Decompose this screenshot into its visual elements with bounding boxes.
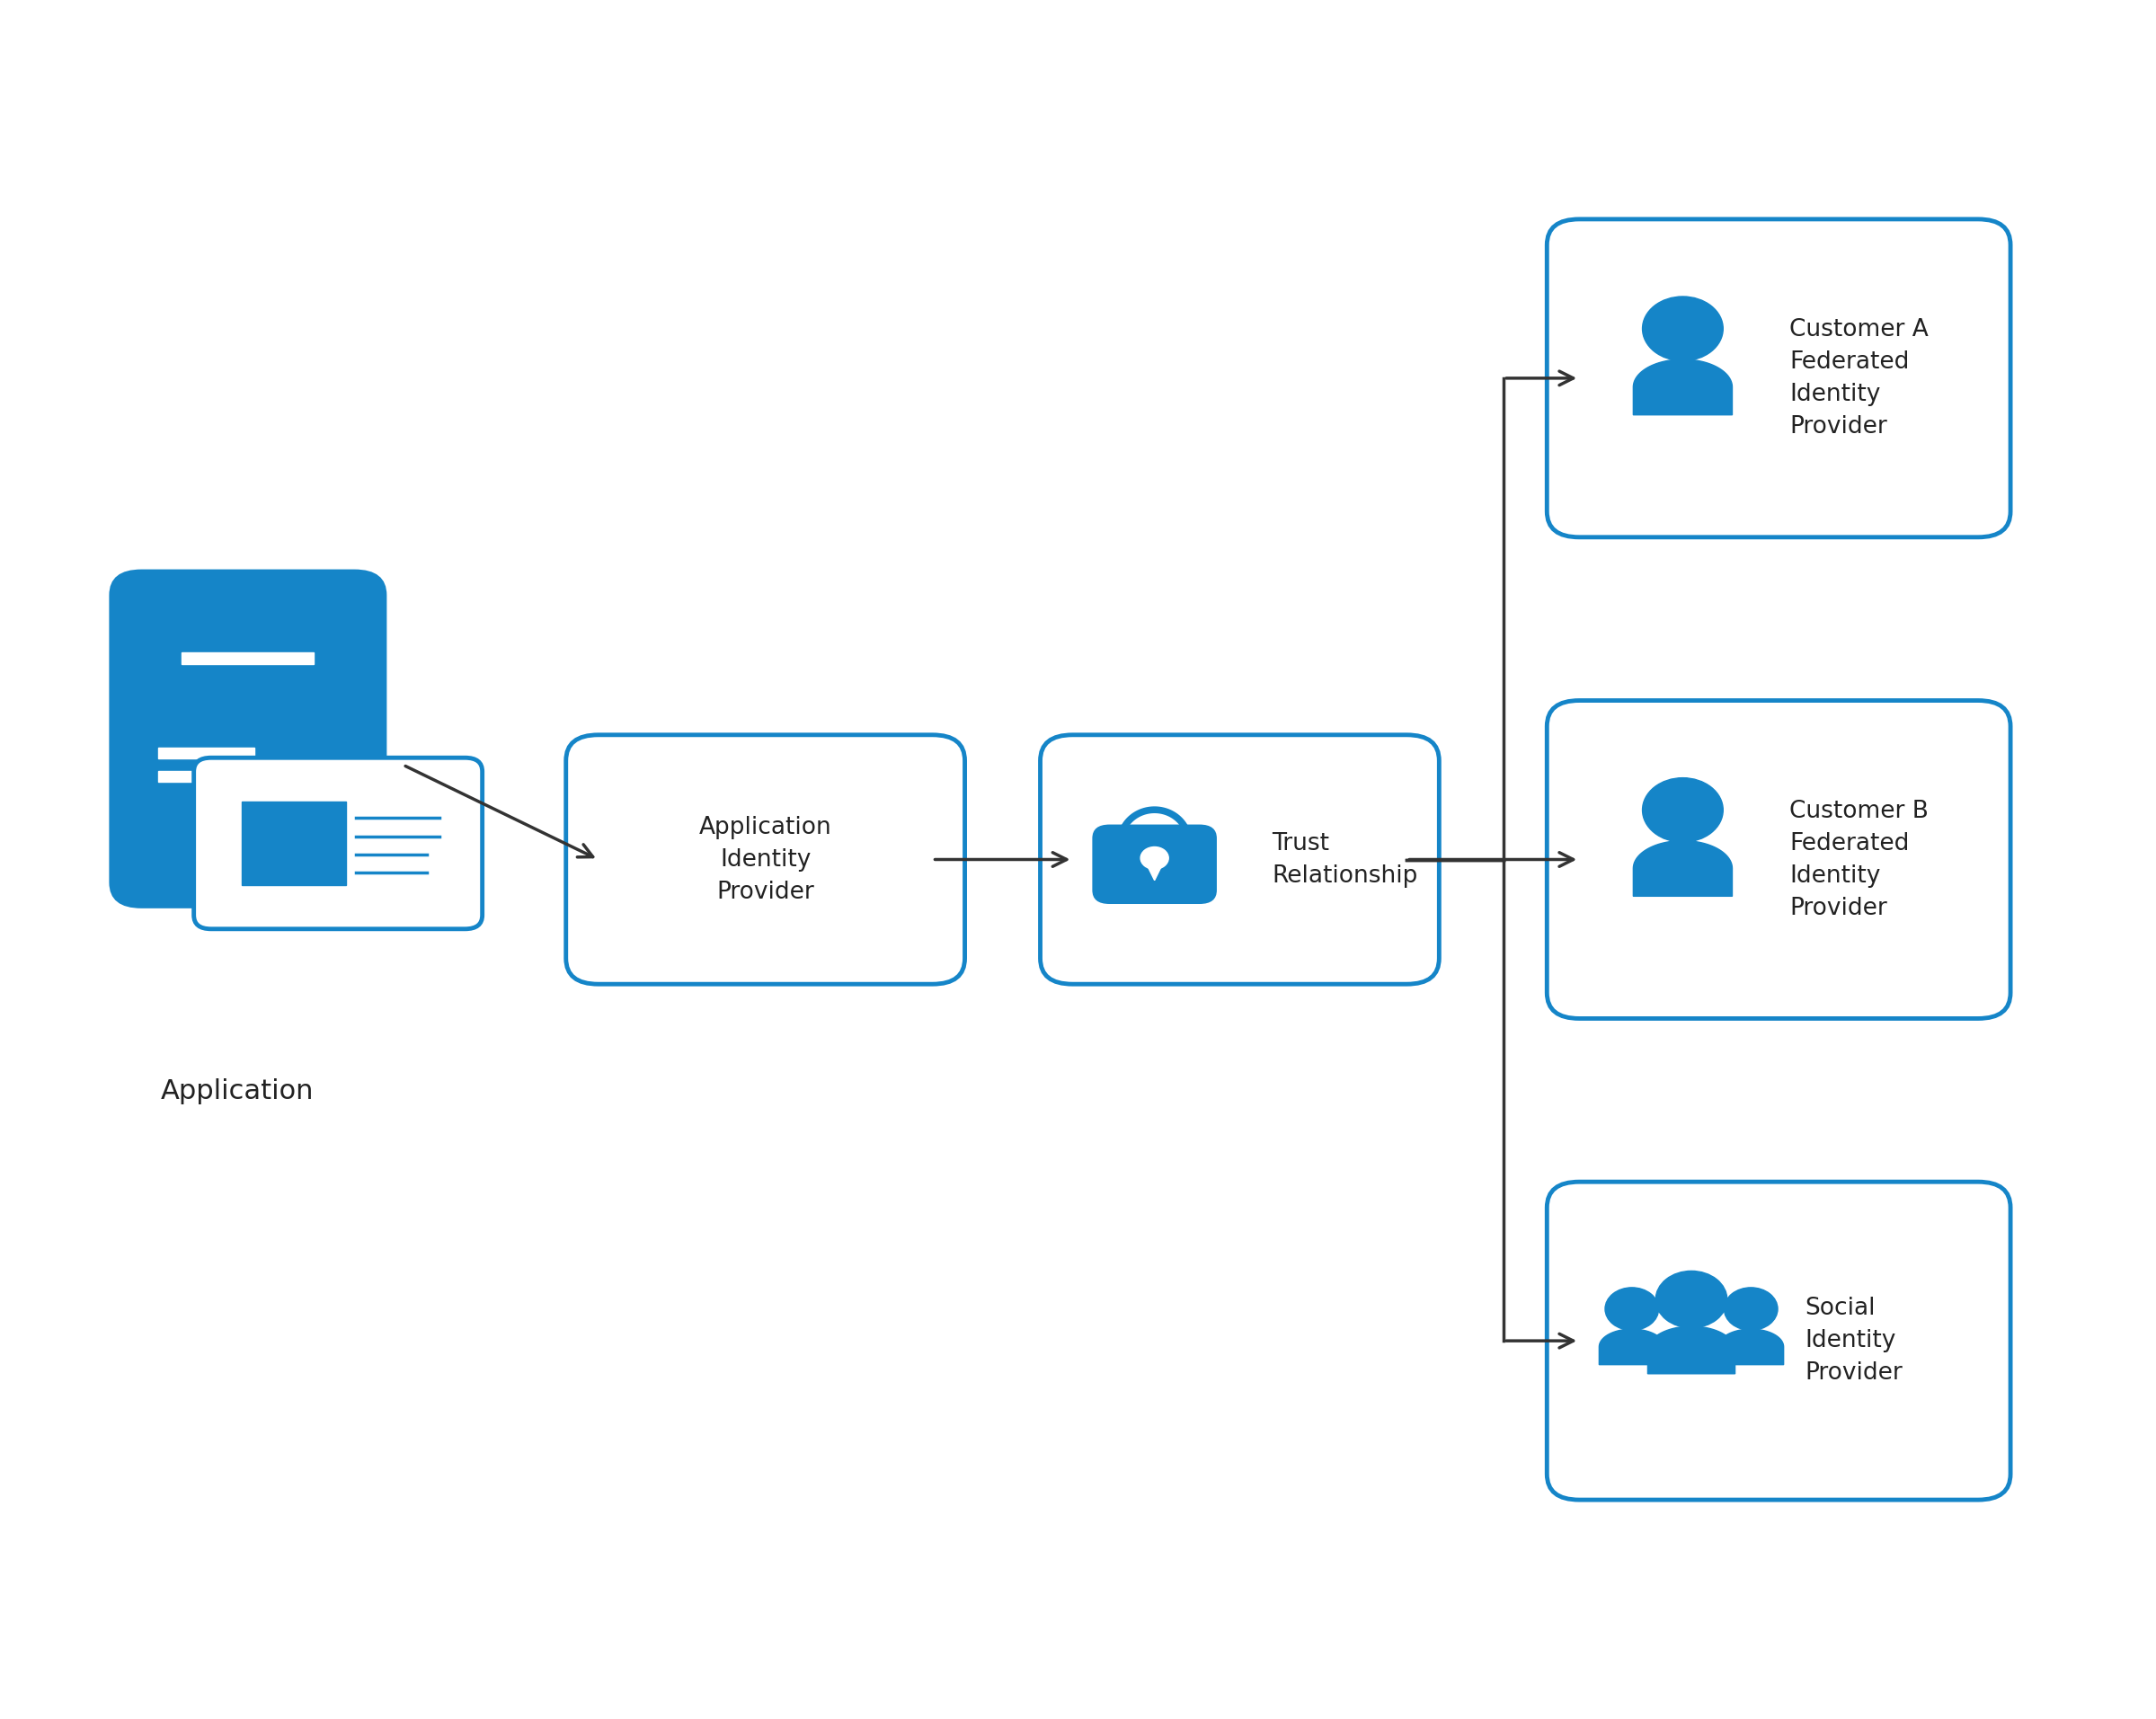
FancyBboxPatch shape: [194, 758, 483, 928]
FancyBboxPatch shape: [1039, 736, 1440, 983]
Polygon shape: [1145, 861, 1164, 880]
Bar: [181, 653, 315, 664]
Bar: [160, 748, 254, 758]
FancyBboxPatch shape: [110, 569, 386, 908]
Circle shape: [1643, 296, 1723, 361]
Polygon shape: [1634, 841, 1731, 896]
Circle shape: [1725, 1288, 1779, 1331]
Text: Customer B
Federated
Identity
Provider: Customer B Federated Identity Provider: [1789, 799, 1930, 920]
Polygon shape: [1600, 1329, 1664, 1365]
Text: Customer A
Federated
Identity
Provider: Customer A Federated Identity Provider: [1789, 318, 1930, 438]
FancyBboxPatch shape: [1546, 1183, 2009, 1499]
Circle shape: [1141, 847, 1169, 870]
FancyBboxPatch shape: [565, 736, 964, 983]
Text: Application: Application: [160, 1078, 315, 1105]
Circle shape: [1656, 1270, 1727, 1327]
Text: Trust
Relationship: Trust Relationship: [1272, 832, 1419, 887]
Polygon shape: [1634, 359, 1731, 414]
Text: Social
Identity
Provider: Social Identity Provider: [1805, 1296, 1902, 1386]
Bar: [241, 801, 347, 885]
FancyBboxPatch shape: [1546, 218, 2009, 536]
Circle shape: [1643, 777, 1723, 842]
Circle shape: [1604, 1288, 1658, 1331]
Text: Application
Identity
Provider: Application Identity Provider: [699, 815, 832, 904]
Bar: [160, 770, 254, 782]
FancyBboxPatch shape: [1546, 701, 2009, 1018]
Polygon shape: [1718, 1329, 1783, 1365]
Polygon shape: [1647, 1327, 1736, 1373]
FancyBboxPatch shape: [1093, 825, 1216, 904]
